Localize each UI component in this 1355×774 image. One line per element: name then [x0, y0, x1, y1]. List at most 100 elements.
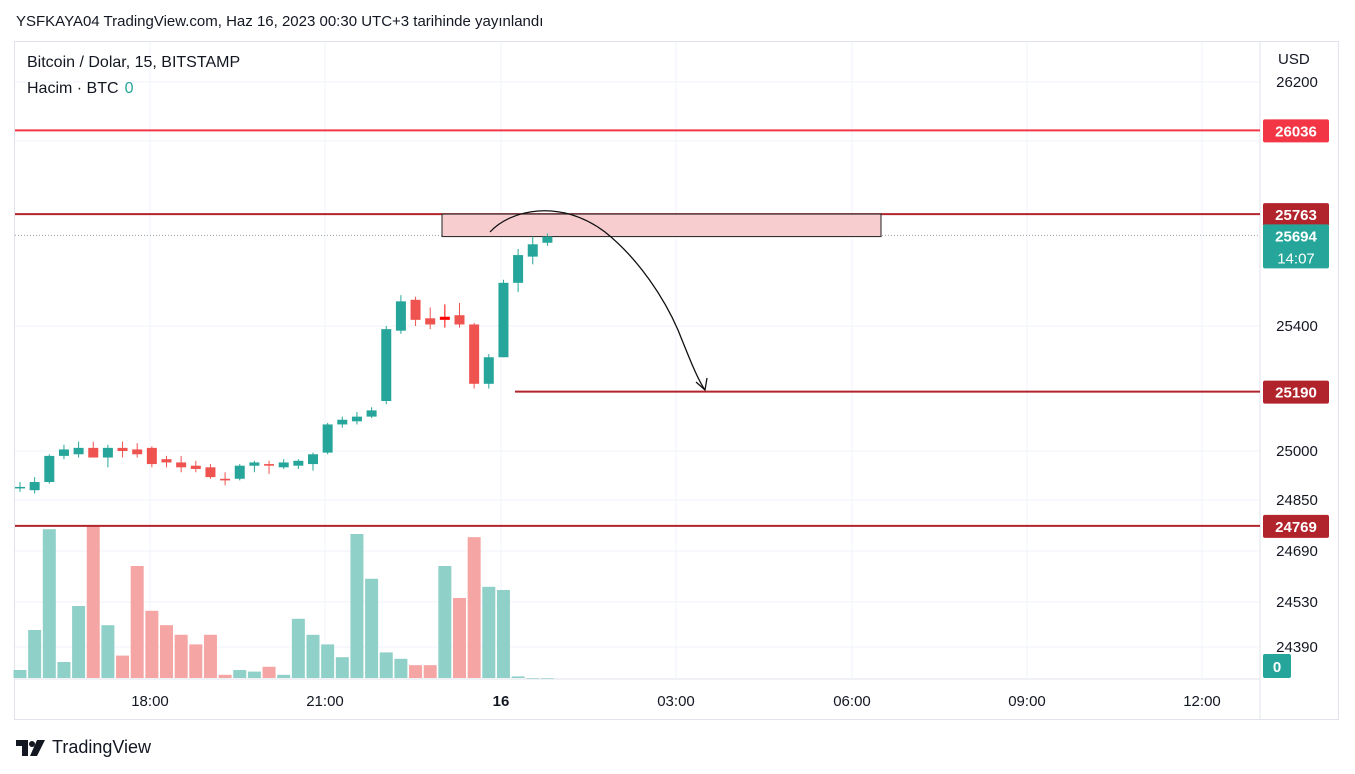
price-tag-25763: 25763 — [1275, 207, 1317, 224]
candle — [410, 296, 421, 326]
time-axis: 18:00 21:00 16 03:00 06:00 09:00 12:00 — [131, 693, 1221, 710]
candle-body — [454, 315, 465, 325]
candle — [308, 452, 318, 471]
volume-bar — [13, 670, 27, 678]
candle — [249, 460, 260, 473]
candle-body — [88, 447, 99, 458]
candle-body — [337, 419, 348, 425]
price-tag-25190: 25190 — [1275, 385, 1317, 402]
projection-curve[interactable] — [489, 210, 706, 391]
price-tick-label: 24690 — [1276, 543, 1318, 560]
candle — [161, 455, 172, 468]
volume-bar — [233, 670, 247, 678]
volume-bar — [28, 630, 42, 678]
price-tag-24769: 24769 — [1275, 519, 1317, 536]
volume-bar — [203, 634, 217, 678]
currency-label[interactable]: USD — [1278, 51, 1310, 68]
candle — [278, 459, 289, 469]
candle — [293, 459, 304, 469]
candle — [264, 460, 275, 474]
candle-body — [308, 454, 318, 465]
candle — [351, 411, 362, 425]
time-tick-label: 18:00 — [131, 693, 169, 710]
projection-arrow — [489, 210, 708, 392]
candle-body — [483, 357, 494, 384]
candle — [469, 322, 480, 389]
candle — [395, 295, 406, 334]
candle-body — [513, 255, 524, 283]
price-tick-label: 24850 — [1276, 492, 1318, 509]
candle — [58, 444, 69, 460]
countdown-label: 14:07 — [1277, 250, 1315, 267]
candle — [542, 233, 553, 246]
candle-body — [322, 424, 333, 453]
candle — [454, 302, 465, 328]
candle-body — [176, 462, 187, 468]
candle-body — [58, 449, 69, 456]
candle — [234, 464, 245, 481]
price-tag-24769-bg[interactable] — [1263, 514, 1329, 538]
time-tick-label: 12:00 — [1183, 693, 1221, 710]
volume-bar — [394, 658, 408, 678]
candle-body — [102, 447, 113, 458]
price-tick-label: 24390 — [1276, 639, 1318, 656]
volume-bar — [145, 610, 159, 678]
candle — [205, 464, 216, 479]
volume-bar — [467, 537, 481, 678]
candle — [527, 236, 538, 265]
volume-bar — [423, 665, 437, 678]
candle-body — [15, 486, 25, 489]
current-price-tag-bg[interactable] — [1263, 224, 1329, 269]
volume-legend[interactable]: Hacim · BTC 0 — [27, 80, 133, 98]
volume-bar — [306, 634, 320, 678]
candle — [29, 477, 40, 494]
candle-body — [234, 465, 245, 479]
symbol-legend[interactable]: Bitcoin / Dolar, 15, BITSTAMP — [27, 54, 241, 71]
volume-bar — [247, 671, 261, 678]
candle — [220, 472, 231, 486]
tradingview-logo-icon — [16, 739, 45, 756]
price-tick-label: 24530 — [1276, 594, 1318, 611]
candle — [88, 441, 99, 458]
chart-frame[interactable] — [14, 41, 1339, 720]
candle-body — [161, 459, 172, 463]
volume-bar — [42, 529, 56, 678]
candle-body — [132, 449, 143, 455]
volume-bar — [350, 534, 364, 678]
volume-bar — [540, 678, 554, 679]
price-labels: 26036 25763 25190 24769 25694 14:07 0 — [1263, 119, 1329, 678]
volume-bar — [218, 674, 232, 678]
price-tag-25190-bg[interactable] — [1263, 380, 1329, 404]
volume-bar — [453, 598, 466, 678]
volume-badge-label: 0 — [1273, 659, 1281, 676]
candle — [322, 422, 333, 455]
volume-bar — [57, 662, 71, 678]
candle-body — [220, 478, 231, 481]
candle-body — [366, 410, 377, 417]
tradingview-logo[interactable]: TradingView — [16, 737, 151, 758]
time-tick-label: 16 — [493, 693, 510, 710]
candle — [15, 482, 25, 492]
volume-bar — [277, 674, 291, 678]
candle-body — [264, 464, 275, 466]
volume-bar — [116, 655, 130, 678]
volume-legend-label: Hacim · BTC — [27, 80, 119, 97]
candle — [425, 307, 436, 330]
candle — [513, 248, 524, 293]
resistance-zone-box[interactable] — [441, 213, 882, 238]
candle-body — [469, 324, 480, 384]
published-line: YSFKAYA04 TradingView.com, Haz 16, 2023 … — [16, 13, 544, 30]
volume-bar — [482, 586, 496, 678]
candle-body — [44, 455, 55, 483]
volume-badge-bg[interactable] — [1263, 654, 1291, 678]
tradingview-logo-text: TradingView — [52, 737, 152, 757]
candle-body — [410, 299, 421, 320]
price-tag-26036-bg[interactable] — [1263, 119, 1329, 143]
candlesticks — [15, 233, 553, 494]
price-tag-25763-bg[interactable] — [1263, 203, 1329, 227]
time-tick-label: 06:00 — [833, 693, 871, 710]
volume-bar — [496, 590, 510, 678]
candle — [366, 407, 377, 419]
candle — [132, 443, 143, 458]
